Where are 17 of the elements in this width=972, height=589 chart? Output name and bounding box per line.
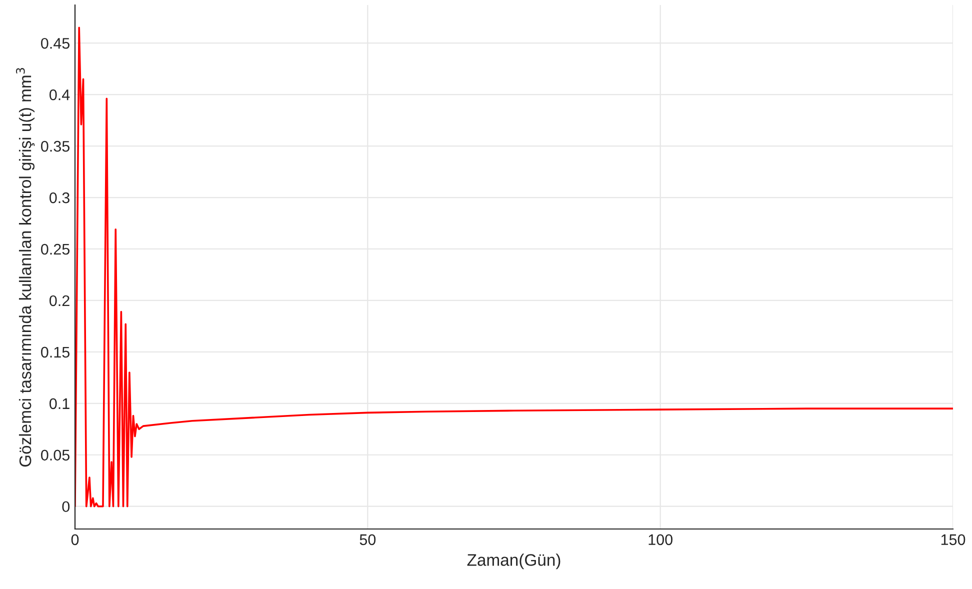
y-tick-label: 0.1 (50, 398, 70, 410)
y-tick-label: 0.2 (50, 295, 70, 306)
x-tick-label: 0 (71, 534, 79, 546)
y-tick-label: 0.15 (41, 346, 70, 358)
y-tick-label: 0.25 (41, 244, 70, 255)
x-tick-label: 150 (941, 534, 966, 546)
y-tick-label: 0.45 (41, 38, 70, 49)
y-tick-label: 0 (62, 501, 70, 512)
y-axis-title: Gözlemci tasarımında kullanılan kontrol girişi u(t) mm$^{3}$ (16, 68, 35, 467)
x-tick-label: 50 (360, 534, 376, 546)
y-tick-label: 0.35 (41, 140, 70, 152)
x-tick-label: 100 (648, 534, 672, 546)
line-series (75, 26, 953, 508)
y-tick-label: 0.05 (41, 450, 70, 461)
y-tick-label: 0.4 (50, 89, 70, 100)
x-axis-title: Zaman(Gün) (467, 554, 560, 570)
y-tick-label: 0.3 (50, 192, 70, 204)
